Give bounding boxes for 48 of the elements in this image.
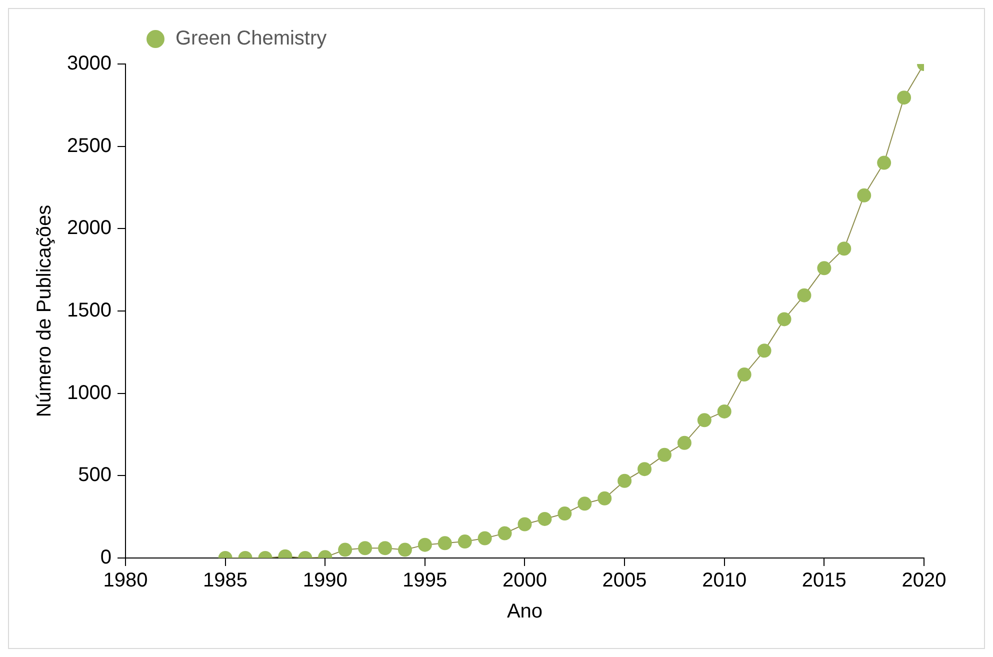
point (518, 517, 532, 532)
y-tick-label: 0 (100, 546, 112, 569)
x-tick-label: 1995 (402, 570, 448, 592)
point (717, 404, 732, 418)
point (478, 531, 492, 546)
point (398, 542, 412, 557)
y-tick-label: 3000 (66, 52, 112, 75)
point (677, 436, 692, 450)
point (737, 368, 752, 382)
point (877, 156, 892, 170)
point (358, 541, 372, 556)
x-tick-label: 1985 (203, 570, 248, 592)
x-tick-label: 2020 (902, 570, 946, 592)
x-tick-label: 2010 (702, 570, 747, 592)
point (338, 542, 352, 557)
point (418, 538, 432, 552)
point (378, 541, 392, 556)
x-tick-label: 2000 (502, 570, 547, 592)
point (657, 448, 672, 462)
legend-label: Green Chemistry (175, 28, 327, 50)
x-axis-title: Ano (506, 600, 543, 623)
point (897, 90, 912, 105)
x-tick-label: 1980 (103, 570, 148, 592)
y-tick-label: 1500 (66, 300, 112, 322)
y-tick-label: 2000 (66, 217, 112, 240)
x-tick-label: 2005 (602, 570, 647, 592)
y-tick-label: 500 (78, 464, 112, 486)
y-tick-label: 1000 (66, 382, 112, 404)
point (618, 474, 632, 488)
point (538, 512, 552, 526)
x-tick-label: 2015 (802, 570, 846, 592)
point (817, 261, 832, 276)
point (438, 536, 452, 550)
point (857, 188, 872, 202)
point (498, 526, 512, 540)
point (797, 288, 812, 302)
point (757, 344, 772, 358)
x-tick-label: 1990 (302, 570, 348, 592)
point (638, 462, 652, 476)
point (558, 506, 572, 521)
point (837, 242, 852, 256)
point (458, 534, 472, 549)
point (578, 496, 592, 511)
point (598, 491, 612, 506)
y-axis-title: Número de Publicações (34, 204, 56, 418)
point (697, 413, 712, 428)
point (777, 312, 792, 326)
y-tick-label: 2500 (66, 134, 112, 157)
